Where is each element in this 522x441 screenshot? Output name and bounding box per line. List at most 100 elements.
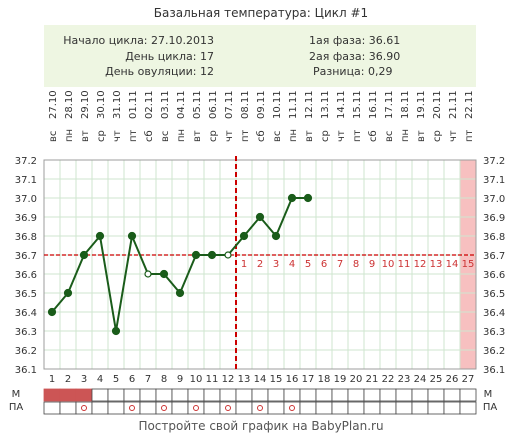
day-number: 16 — [286, 374, 299, 385]
date-label: 20.11 — [432, 90, 443, 119]
day-number: 14 — [254, 374, 267, 385]
date-label: 07.11 — [224, 90, 235, 119]
m-cell — [363, 388, 381, 402]
plot-area: 36.1 36.1 36.2 36.2 36.3 36.3 36.4 36.4 36.5 36.5… — [15, 156, 505, 376]
m-cell — [315, 388, 333, 402]
temperature-point — [303, 193, 313, 203]
post-ovulation-day-number: 9 — [369, 259, 375, 270]
weekday-label: ср — [432, 130, 443, 142]
y-tick-right: 37.0 — [483, 194, 505, 205]
m-cell — [283, 388, 301, 402]
day-number: 7 — [145, 374, 151, 385]
pa-cell — [187, 401, 205, 415]
pa-cell — [411, 401, 429, 415]
weekday-label: вс — [48, 131, 59, 142]
pa-cell — [171, 401, 189, 415]
temperature-point — [224, 251, 232, 259]
phase-difference: Разница: 0,29 — [313, 65, 393, 78]
y-tick-left: 36.3 — [15, 327, 37, 338]
pa-cell — [443, 401, 461, 415]
temperature-point — [175, 288, 185, 298]
temperature-point — [287, 193, 297, 203]
post-ovulation-day-number: 7 — [337, 259, 343, 270]
date-label: 22.11 — [464, 90, 475, 119]
temperature-point — [111, 326, 121, 336]
m-cell — [235, 388, 253, 402]
y-tick-left: 37.1 — [15, 175, 37, 186]
weekday-label: вс — [160, 131, 171, 142]
weekday-label: вт — [80, 130, 91, 142]
day-number: 26 — [446, 374, 459, 385]
pa-cell — [107, 401, 125, 415]
row-label-m-right: М — [484, 389, 493, 400]
menstruation-cell — [43, 388, 61, 402]
weekday-label: чт — [336, 130, 347, 142]
day-number: 13 — [238, 374, 251, 385]
day-number: 21 — [366, 374, 379, 385]
post-ovulation-day-number: 11 — [398, 259, 411, 270]
row-label-m-left: М — [12, 389, 21, 400]
y-tick-right: 36.2 — [483, 346, 505, 357]
temperature-point — [144, 270, 152, 278]
pa-cell — [235, 401, 253, 415]
day-number: 8 — [161, 374, 167, 385]
y-tick-left: 36.1 — [15, 365, 37, 376]
date-label: 06.11 — [208, 90, 219, 119]
temperature-point — [239, 231, 249, 241]
menstruation-cell — [59, 388, 77, 402]
pa-cell — [283, 401, 301, 415]
day-number: 6 — [129, 374, 135, 385]
date-label: 18.11 — [400, 90, 411, 119]
y-tick-right: 36.9 — [483, 213, 505, 224]
m-cell — [155, 388, 173, 402]
day-number: 15 — [270, 374, 283, 385]
day-number: 10 — [190, 374, 203, 385]
highlight-day-column — [460, 160, 476, 369]
temperature-point — [79, 250, 89, 260]
day-number: 4 — [97, 374, 103, 385]
y-tick-left: 36.4 — [15, 308, 37, 319]
date-label: 09.11 — [256, 90, 267, 119]
weekday-label: пн — [400, 129, 411, 142]
chart-title: Базальная температура: Цикл #1 — [154, 6, 368, 20]
pa-cell — [459, 401, 477, 415]
day-number: 17 — [302, 374, 315, 385]
temperature-point — [271, 231, 281, 241]
pa-marker — [161, 405, 167, 411]
temperature-point — [159, 269, 169, 279]
post-ovulation-day-number: 2 — [257, 259, 263, 270]
day-number: 5 — [113, 374, 119, 385]
date-label: 14.11 — [336, 90, 347, 119]
y-tick-right: 36.5 — [483, 289, 505, 300]
pa-marker — [289, 405, 295, 411]
date-label: 05.11 — [192, 90, 203, 119]
m-cell — [427, 388, 445, 402]
y-tick-right: 37.1 — [483, 175, 505, 186]
weekday-label: чт — [112, 130, 123, 142]
pa-cell — [267, 401, 285, 415]
m-cell — [411, 388, 429, 402]
pa-cell — [427, 401, 445, 415]
weekday-label: сб — [368, 130, 379, 142]
day-number: 18 — [318, 374, 331, 385]
date-label: 21.11 — [448, 90, 459, 119]
post-ovulation-day-number: 6 — [321, 259, 327, 270]
m-cell — [123, 388, 141, 402]
m-cell — [379, 388, 397, 402]
pa-cell — [155, 401, 173, 415]
y-tick-right: 36.8 — [483, 232, 505, 243]
y-tick-left: 36.7 — [15, 251, 37, 262]
date-label: 01.11 — [128, 90, 139, 119]
date-label: 10.11 — [272, 90, 283, 119]
m-cell — [251, 388, 269, 402]
temperature-point — [95, 231, 105, 241]
cycle-day: День цикла: 17 — [125, 50, 214, 63]
y-tick-right: 36.3 — [483, 327, 505, 338]
day-number: 23 — [398, 374, 411, 385]
phase2-temp: 2ая фаза: 36.90 — [309, 50, 400, 63]
y-tick-left: 36.6 — [15, 270, 37, 281]
pa-cell — [91, 401, 109, 415]
date-label: 16.11 — [368, 90, 379, 119]
date-label: 28.10 — [64, 90, 75, 119]
footer-link[interactable]: Постройте свой график на BabyPlan.ru — [138, 419, 383, 433]
